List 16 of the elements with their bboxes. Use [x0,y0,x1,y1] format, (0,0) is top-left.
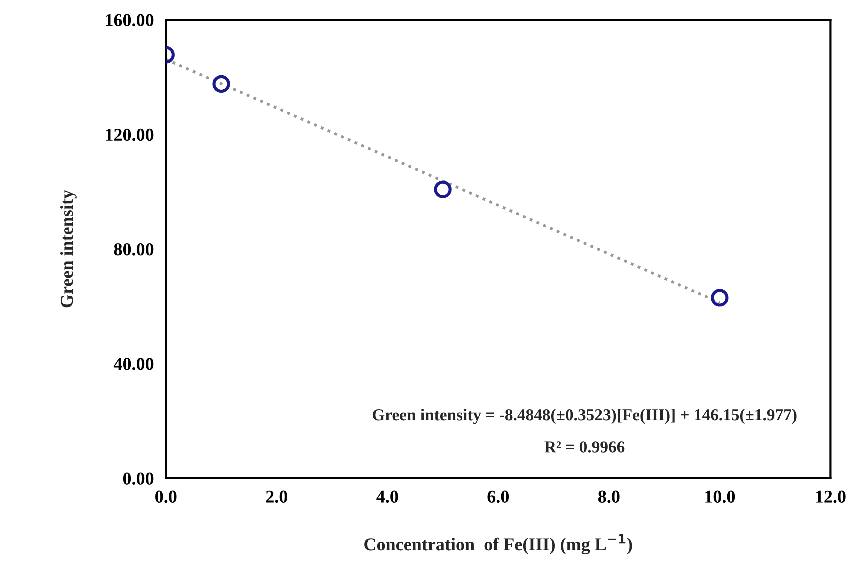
y-axis-title: Green intensity [60,190,77,308]
x-tick-label: 6.0 [488,490,510,504]
annotation: Green intensity = -8.4848(±0.3523)[Fe(III)] + 146.15(±1.977) [372,408,797,424]
x-axis-title: Concentration of Fe(III) (mg L$^{−1}$) [364,534,632,555]
y-tick-label: 160.00 [106,14,154,27]
x-tick-label: 0.0 [156,490,177,504]
x-tick-label: 4.0 [376,490,398,504]
y-tick-label: 0.00 [123,472,154,485]
x-tick-label: 8.0 [598,490,620,504]
annotation: R² = 0.9966 [544,442,625,453]
y-tick-label: 120.00 [106,128,154,142]
x-tick-label: 2.0 [266,490,288,504]
x-tick-label: 12.0 [816,490,846,504]
x-tick-label: 10.0 [706,490,736,504]
y-tick-label: 80.00 [114,244,154,256]
y-tick-label: 40.00 [114,358,154,370]
